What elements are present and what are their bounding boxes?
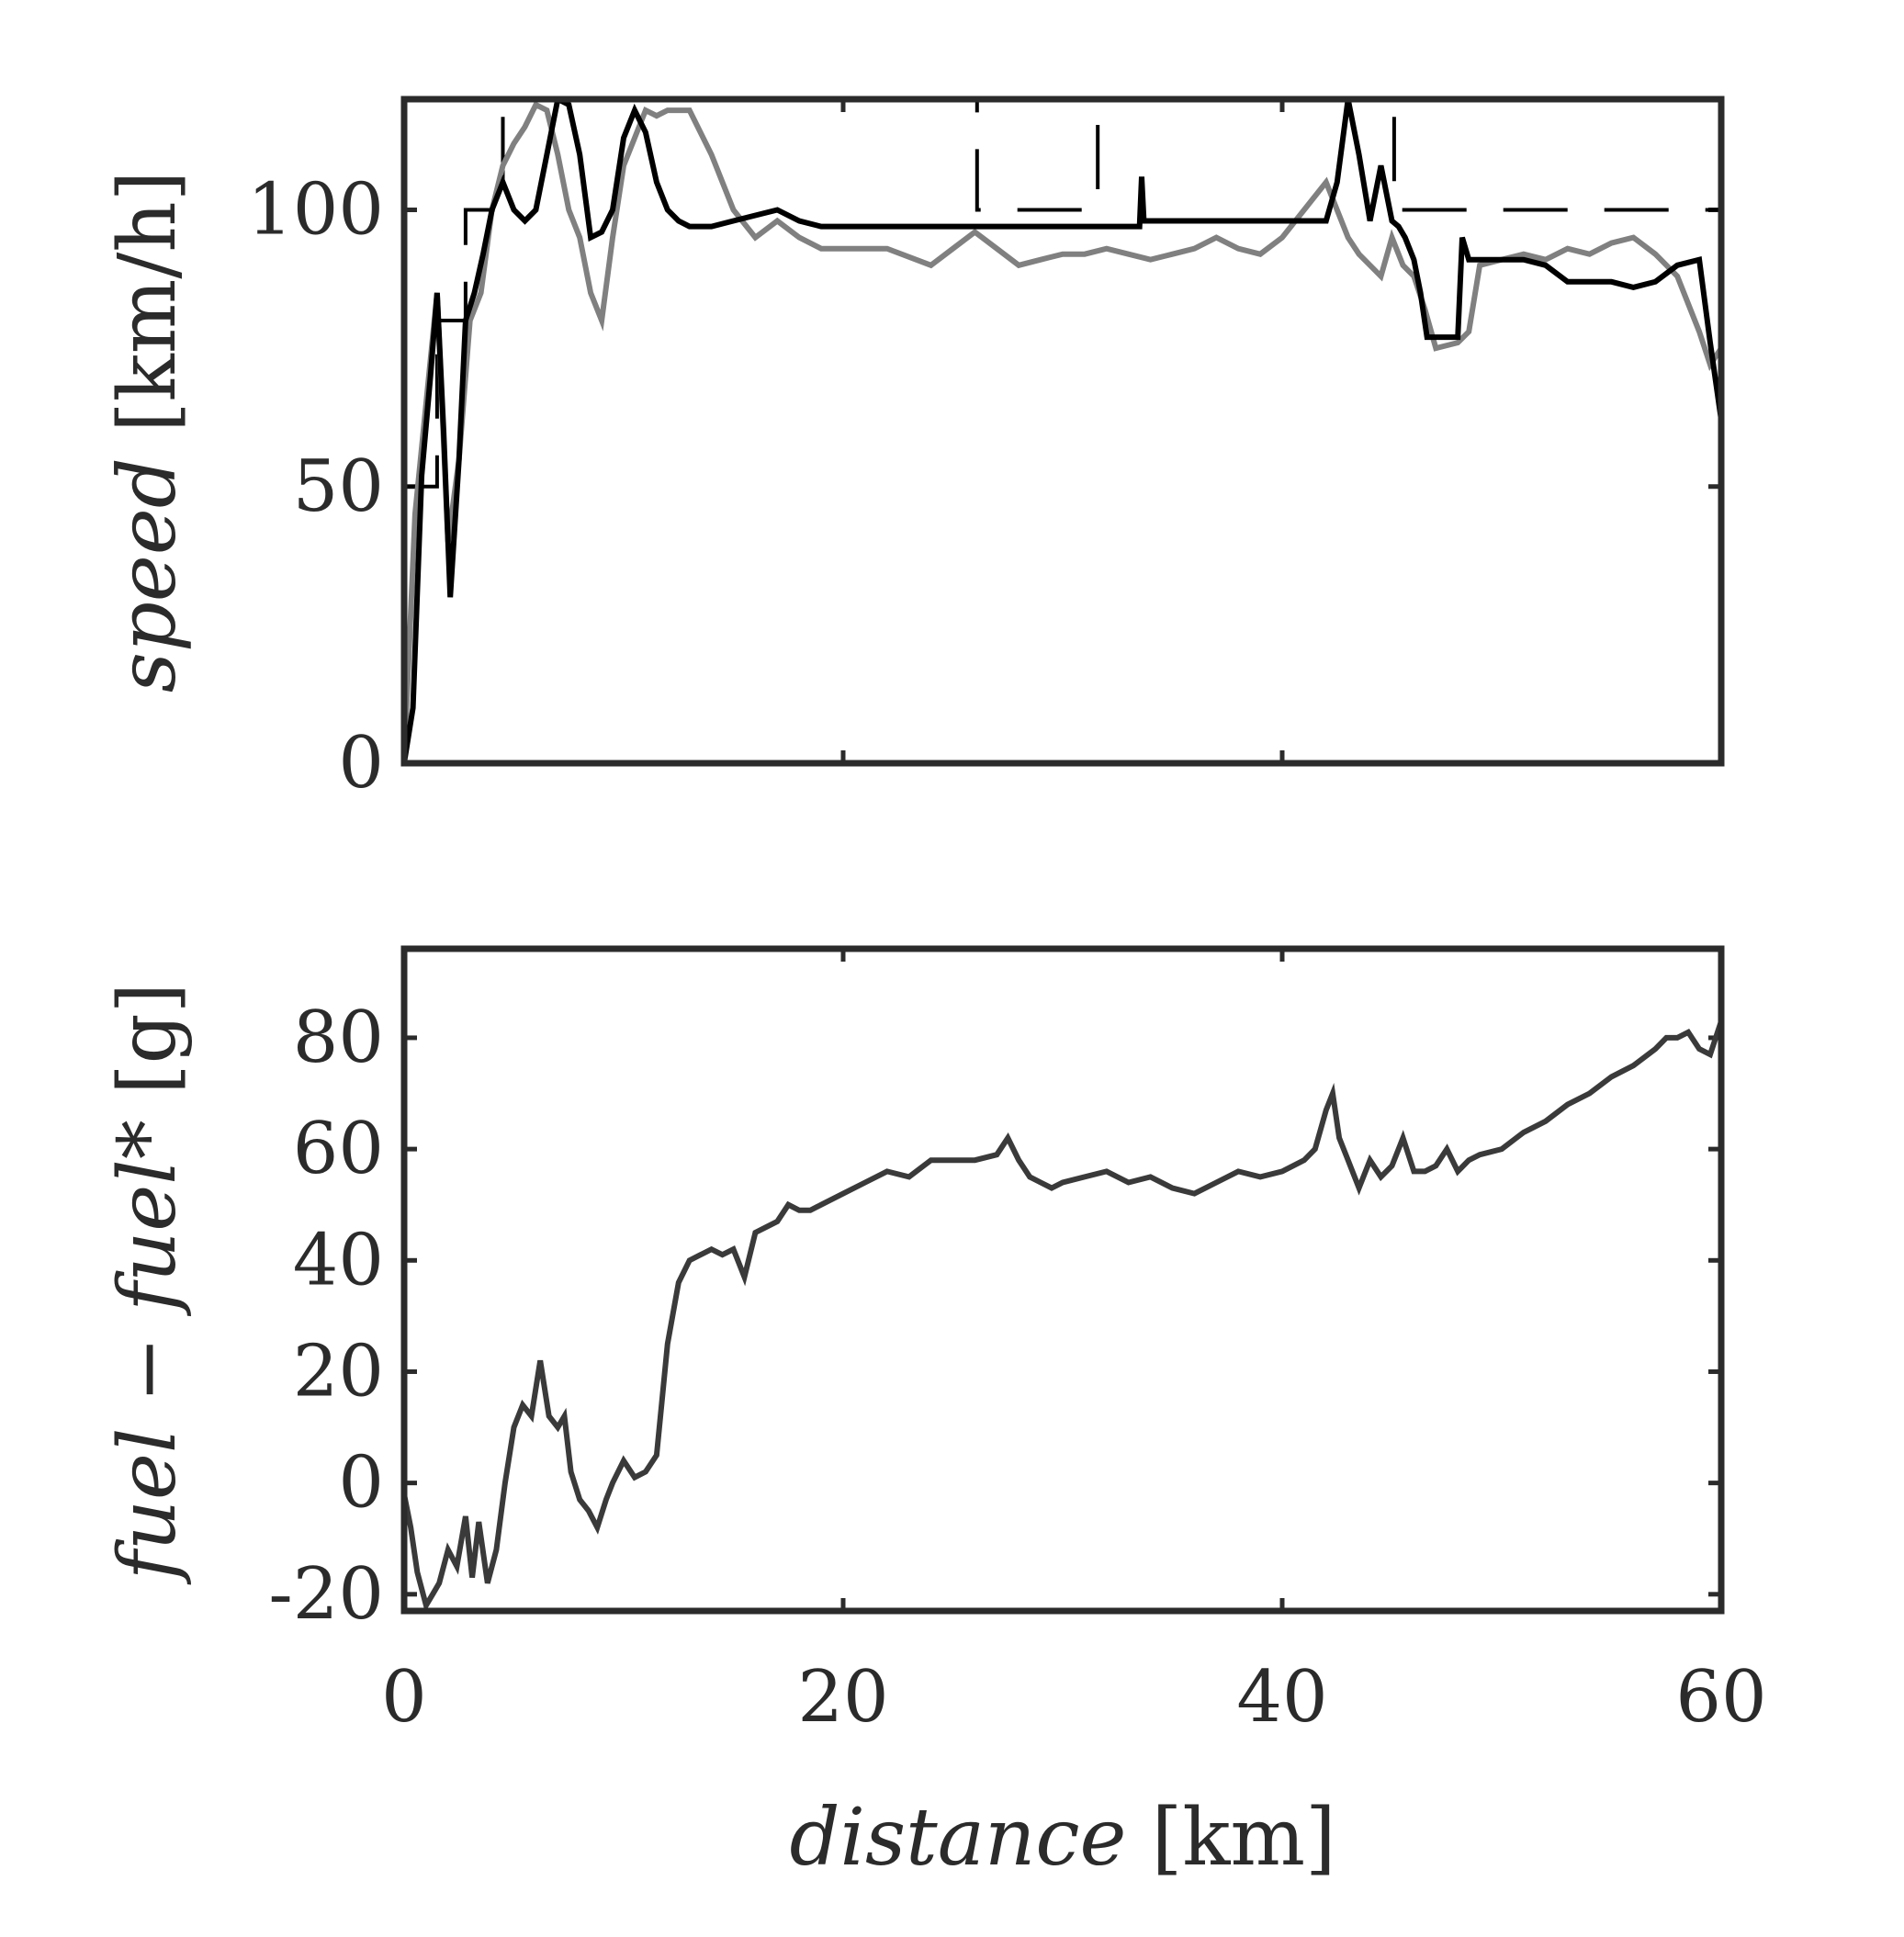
fuel-xtick-label: 60 <box>1675 1656 1766 1739</box>
speed-chart-ytick-labels: 0 50 100 <box>247 169 384 805</box>
fuel-chart-xtick-labels: 0 20 40 60 <box>381 1656 1766 1739</box>
fuel-ytick-label: 80 <box>293 997 384 1079</box>
fuel-ytick-label: 0 <box>338 1442 384 1525</box>
fuel-ytick-label: 20 <box>293 1330 384 1413</box>
reference-speed-series-line <box>404 100 1721 763</box>
fuel-chart: -20 0 20 40 60 80 0 20 40 60 fuel − fuel* [g] di… <box>102 945 1767 1884</box>
optimized-speed-series-line <box>404 99 1721 763</box>
speed-chart: 0 50 100 speed [km/h] <box>102 96 1725 805</box>
speed-chart-ylabel: speed [km/h] <box>102 171 194 693</box>
fuel-ytick-label: 60 <box>293 1108 384 1190</box>
fuel-ytick-label: 40 <box>293 1219 384 1301</box>
speed-ytick-label: 100 <box>247 169 384 252</box>
fuel-chart-ytick-labels: -20 0 20 40 60 80 <box>268 997 384 1636</box>
fuel-difference-series-line <box>404 1019 1721 1611</box>
fuel-xtick-label: 40 <box>1236 1656 1327 1739</box>
fuel-chart-xlabel: distance [km] <box>789 1792 1335 1884</box>
speed-chart-frame <box>400 96 1725 767</box>
fuel-chart-ylabel: fuel − fuel* [g] <box>102 983 194 1585</box>
fuel-xtick-label: 0 <box>381 1656 427 1739</box>
fuel-chart-frame <box>400 945 1725 1615</box>
fuel-xtick-label: 20 <box>797 1656 888 1739</box>
speed-ytick-label: 0 <box>338 722 384 805</box>
fuel-ytick-label: -20 <box>268 1553 384 1636</box>
speed-limit-series-line <box>404 99 1721 489</box>
speed-ytick-label: 50 <box>293 445 384 528</box>
